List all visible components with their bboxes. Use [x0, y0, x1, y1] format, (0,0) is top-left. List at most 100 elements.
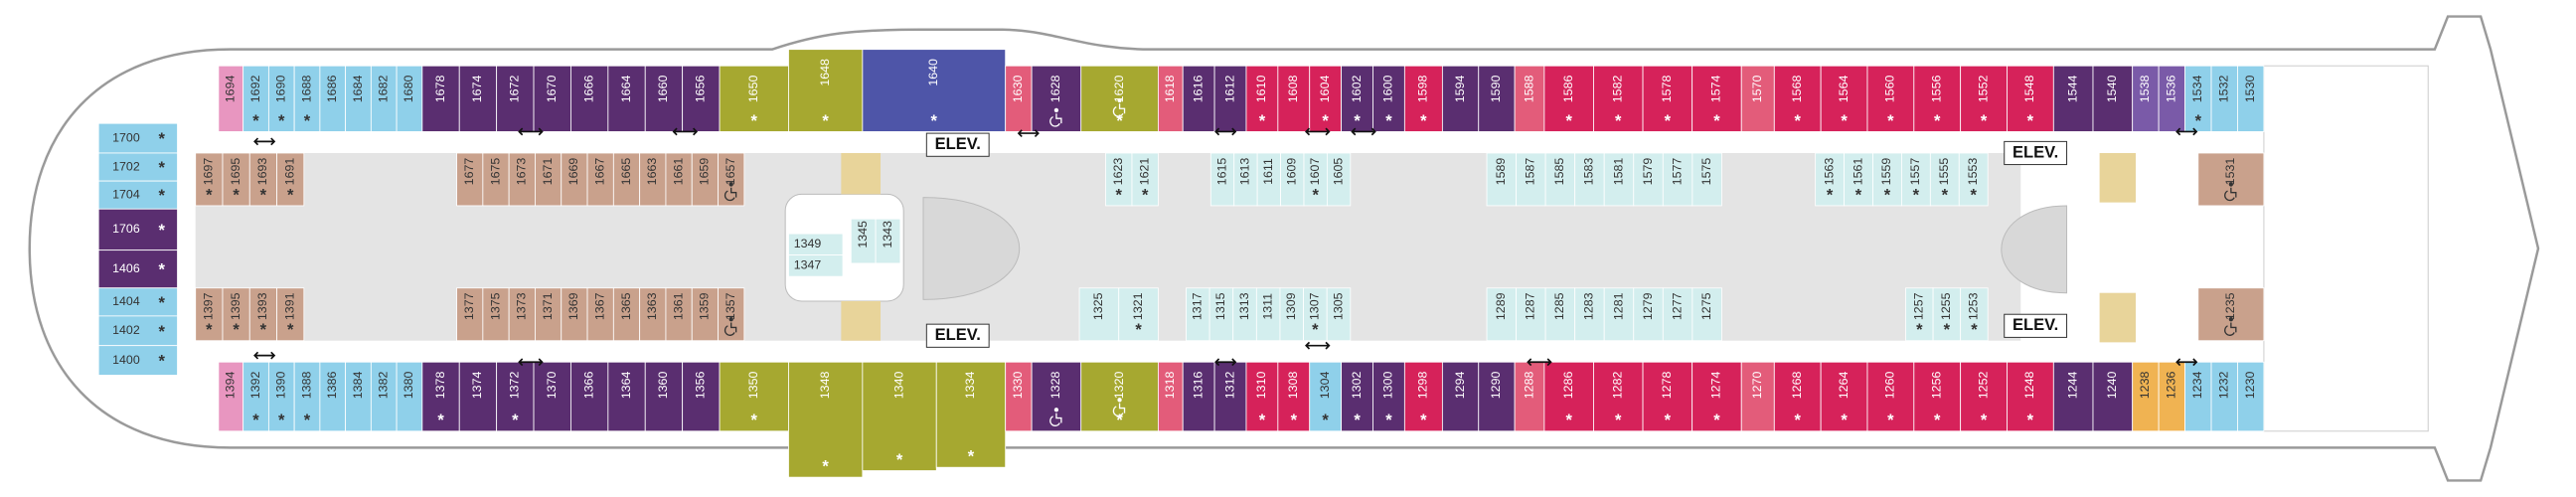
cabin — [1866, 361, 1915, 432]
cabin — [612, 152, 641, 207]
accessible-icon — [724, 322, 737, 336]
cabin-number: 1313 — [1237, 292, 1251, 320]
cabin-note: * — [158, 221, 165, 240]
cabin — [267, 65, 295, 132]
connecting-door — [253, 351, 276, 360]
cabin-number: 1274 — [1709, 372, 1723, 400]
cabin-note: * — [1565, 111, 1572, 130]
cabin — [862, 49, 1007, 132]
cabin — [482, 287, 510, 342]
cabin — [691, 152, 719, 207]
cabin — [607, 65, 646, 132]
cabin — [421, 361, 460, 432]
cabin — [1662, 287, 1693, 342]
cabin — [1820, 65, 1868, 132]
cabin — [2237, 65, 2265, 132]
cabin-number: 1391 — [282, 292, 296, 320]
cabin — [248, 287, 277, 342]
cabin-number: 1325 — [1091, 292, 1105, 320]
cabin-note: * — [1665, 411, 1672, 429]
cabin — [1773, 65, 1822, 132]
cabin-number: 1578 — [1660, 76, 1674, 103]
cabin — [1773, 361, 1822, 432]
cabin — [533, 361, 571, 432]
cabin-number: 1317 — [1191, 292, 1205, 320]
cabin-note: * — [1913, 185, 1920, 204]
cabin — [1486, 152, 1517, 207]
cabin-number: 1361 — [671, 292, 685, 320]
cabin — [319, 361, 347, 432]
cabin-number: 1590 — [1489, 76, 1503, 103]
cabin-note: * — [278, 411, 285, 429]
connecting-door — [1305, 127, 1331, 136]
cabin-number: 1582 — [1611, 76, 1625, 103]
cabin-number: 1587 — [1524, 158, 1537, 186]
cabin — [1080, 361, 1159, 432]
cabin-note: * — [968, 447, 975, 466]
cabin-number: 1374 — [470, 372, 484, 400]
cabin — [1005, 65, 1033, 132]
cabin-note: * — [158, 129, 165, 148]
cabin-number: 1588 — [1522, 76, 1535, 103]
cabin-number: 1340 — [891, 372, 905, 400]
connecting-door — [1214, 127, 1237, 136]
accessible-icon — [728, 182, 733, 187]
cabin-number: 1540 — [2105, 76, 2119, 103]
connecting-door — [1305, 341, 1331, 350]
elevator-label: ELEV. — [935, 134, 981, 153]
cabin — [1691, 361, 1742, 432]
cabin-number: 1260 — [1883, 372, 1897, 400]
cabin-note: * — [1116, 411, 1123, 429]
accessible-icon — [2224, 322, 2237, 336]
cabin-note: * — [2027, 411, 2034, 429]
cabin-number: 1695 — [229, 158, 242, 186]
cabin-number: 1253 — [1967, 292, 1981, 320]
stairs — [841, 152, 882, 195]
cabin-number: 1697 — [202, 158, 216, 186]
cabin-number: 1690 — [274, 76, 288, 103]
cabin-number: 1556 — [1930, 76, 1944, 103]
cabin-number: 1663 — [645, 158, 659, 186]
cabin — [1740, 361, 1775, 432]
connecting-door — [1351, 127, 1376, 136]
cabin-note: * — [260, 185, 267, 204]
cabin-number: 1402 — [112, 323, 140, 337]
cabin-number: 1706 — [112, 222, 140, 236]
cabin — [570, 361, 609, 432]
cabin — [1544, 152, 1576, 207]
cabin — [2158, 65, 2185, 132]
cabin — [97, 208, 178, 251]
cabin — [1105, 152, 1133, 207]
cabin-note: * — [1934, 411, 1941, 429]
cabin-number: 1577 — [1670, 158, 1684, 186]
cabin — [644, 65, 684, 132]
cabin-note: * — [1420, 111, 1427, 130]
cabin-number: 1278 — [1660, 372, 1674, 400]
cabin-number: 1530 — [2243, 76, 2257, 103]
elevator-label: ELEV. — [2012, 142, 2058, 161]
connecting-door — [1017, 129, 1040, 138]
connecting-door — [518, 358, 544, 367]
cabin-number: 1564 — [1837, 76, 1851, 103]
cabin-number: 1534 — [2190, 76, 2204, 103]
cabin-note: * — [1884, 185, 1891, 204]
cabin-note: * — [2027, 111, 2034, 130]
cabin-number: 1648 — [818, 59, 832, 86]
cabin — [2184, 65, 2212, 132]
cabin-number: 1312 — [1222, 372, 1236, 400]
cabin-number: 1257 — [1912, 292, 1926, 320]
elevator-box — [925, 132, 990, 157]
cabin-number: 1279 — [1641, 292, 1655, 320]
cabin-number: 1583 — [1582, 158, 1596, 186]
cabin-note: * — [931, 111, 938, 130]
cabin — [2052, 65, 2094, 132]
cabin-number: 1608 — [1286, 76, 1300, 103]
cabin-number: 1660 — [656, 76, 670, 103]
cabin — [370, 65, 398, 132]
cabin-number: 1574 — [1709, 76, 1723, 103]
cabin-number: 1657 — [724, 158, 737, 186]
cabin-note: * — [1713, 411, 1720, 429]
cabin — [1593, 361, 1644, 432]
cabin — [1633, 152, 1664, 207]
cabin — [1131, 152, 1159, 207]
